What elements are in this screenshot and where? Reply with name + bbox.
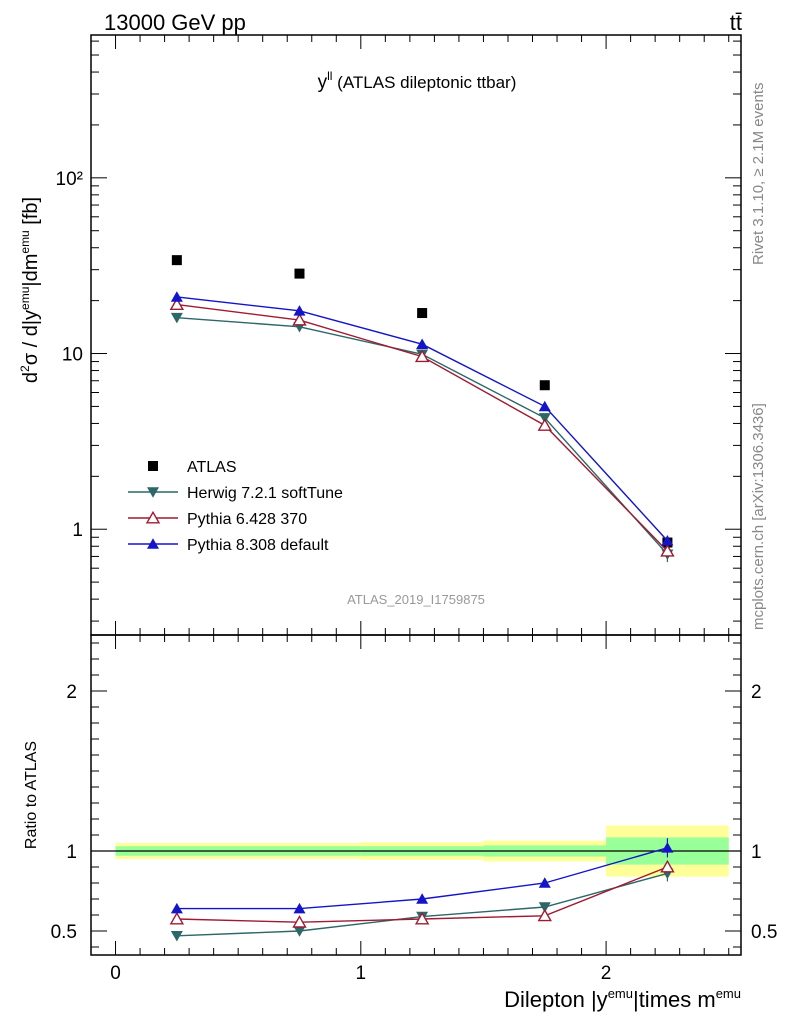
legend-marker: [145, 510, 161, 524]
y-tick-label: 1: [72, 520, 83, 541]
ratio-y-tick-label-right: 0.5: [751, 922, 777, 943]
data-point: [292, 312, 307, 326]
data-point: [539, 380, 550, 391]
legend-label: ATLAS: [187, 459, 237, 476]
ratio-panel: 0.5 0.5 1 1 2 2 0 1 2 Ratio to ATLAS Dilepton |y…: [23, 634, 777, 1012]
ratio-data-point: [170, 931, 183, 942]
data-point: [416, 338, 429, 349]
x-tick-label: 0: [110, 963, 121, 984]
energy-label: 13000 GeV pp: [104, 10, 246, 35]
ratio-frame: [90, 634, 742, 956]
data-point: [414, 349, 430, 363]
ratio-data-point: [660, 859, 675, 873]
main-title: yll (ATLAS dileptonic ttbar): [318, 69, 517, 93]
series-0: [171, 255, 673, 548]
ratio-y-tick-label-right: 1: [751, 842, 762, 863]
data-point: [169, 297, 185, 311]
data-point: [293, 305, 306, 316]
y-tick-label: 10²: [56, 169, 83, 190]
y-tick-label: 10: [62, 345, 83, 366]
ratio-data-point: [661, 842, 674, 853]
data-point: [537, 418, 552, 431]
ratio-data-point: [293, 902, 306, 914]
main-ylabel: d2σ / d|yemu|dmemu [fb]: [18, 197, 42, 383]
series-3: [170, 291, 674, 546]
mcplots-label: mcplots.cern.ch [arXiv:1306.3436]: [750, 403, 767, 630]
ratio-series-2: [170, 838, 674, 914]
data-point: [661, 535, 674, 546]
ratio-series-1: [169, 859, 675, 928]
ratio-y-tick-label: 2: [66, 682, 77, 703]
series-2: [169, 297, 675, 557]
data-point: [170, 312, 183, 324]
legend-label: Herwig 7.2.1 softTune: [187, 485, 343, 502]
ratio-data-point: [538, 877, 551, 888]
legend-marker: [147, 538, 159, 549]
x-tick-label: 1: [356, 963, 367, 984]
ratio-data-point: [416, 893, 429, 904]
rivet-label: Rivet 3.1.10, ≥ 2.1M events: [750, 83, 767, 266]
ratio-data-point: [293, 926, 306, 937]
data-point: [294, 268, 305, 279]
data-point: [538, 400, 551, 412]
legend-marker: [148, 461, 158, 471]
data-point: [171, 255, 182, 266]
ratio-data-point: [292, 915, 307, 928]
process-label: tt̄: [730, 10, 742, 35]
ratio-y-tick-label-right: 2: [751, 682, 762, 703]
legend-label: Pythia 8.308 default: [187, 537, 329, 554]
legend-marker: [147, 487, 159, 498]
ratio-data-point: [538, 902, 551, 913]
ratio-data-point: [414, 911, 430, 925]
ratio-y-tick-label: 1: [66, 842, 77, 863]
ratio-data-point: [170, 902, 183, 914]
ratio-data-point: [537, 908, 552, 922]
legend-label: Pythia 6.428 370: [187, 511, 307, 528]
data-point: [417, 308, 428, 319]
legend: ATLAS Herwig 7.2.1 softTune Pythia 6.428 3…: [128, 459, 343, 554]
x-tick-label: 2: [601, 963, 612, 984]
series-line: [176, 296, 668, 542]
ratio-ylabel: Ratio to ATLAS: [23, 741, 40, 849]
ratio-y-tick-label: 0.5: [51, 922, 77, 943]
data-point: [170, 291, 183, 302]
x-axis-label: Dilepton |yemu|times memu: [504, 986, 741, 1012]
data-point: [660, 544, 675, 557]
ratio-series-line: [176, 872, 668, 937]
ratio-data-point: [169, 911, 185, 925]
main-panel: 1 10 10² yll (ATLAS dileptonic ttbar) ATLA…: [18, 34, 742, 636]
analysis-watermark: ATLAS_2019_I1759875: [347, 592, 485, 607]
